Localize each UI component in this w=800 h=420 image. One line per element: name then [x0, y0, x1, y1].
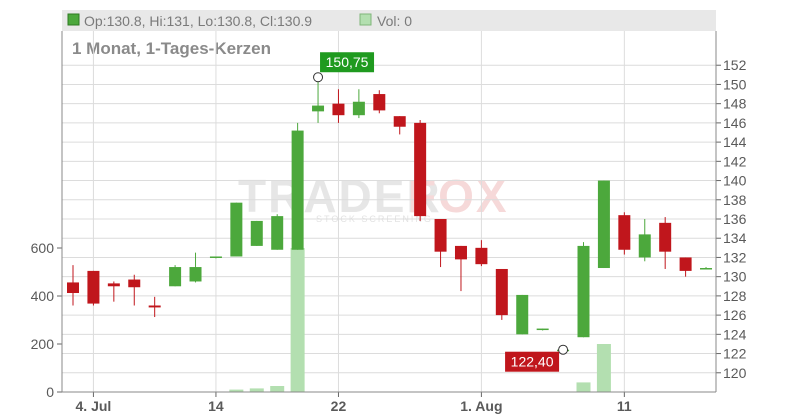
candles — [67, 77, 713, 352]
price-tick-label: 134 — [723, 230, 747, 246]
extreme-label-box — [320, 52, 375, 73]
candle-body — [148, 305, 161, 308]
candle-body — [536, 328, 549, 331]
price-tick-label: 130 — [723, 269, 747, 285]
ohlc-legend-swatch — [67, 13, 80, 26]
candle-body — [577, 245, 590, 338]
volume-bar — [270, 386, 285, 392]
candle-body — [189, 267, 202, 282]
time-tick-label: 22 — [331, 398, 347, 414]
candle-body — [230, 202, 243, 257]
candle-body — [169, 267, 182, 287]
axes: 1201221241261281301321341361381401421441… — [31, 31, 747, 414]
volume-tick-label: 0 — [46, 384, 54, 400]
price-tick-label: 150 — [723, 76, 747, 92]
price-tick-label: 144 — [723, 134, 747, 150]
price-tick-label: 120 — [723, 365, 747, 381]
grid — [62, 31, 716, 392]
candle-body — [87, 270, 100, 304]
candle-body — [679, 257, 692, 271]
volume-legend-swatch — [359, 13, 372, 26]
candle-body — [271, 216, 284, 250]
price-tick-label: 142 — [723, 153, 747, 169]
price-tick-label: 124 — [723, 326, 747, 342]
candle-body — [373, 94, 386, 111]
candle-body — [67, 282, 79, 294]
volume-bar — [229, 389, 244, 392]
volume-tick-label: 600 — [31, 240, 55, 256]
time-tick-label: 1. Aug — [460, 398, 502, 414]
candle-body — [291, 130, 304, 250]
volume-bar — [249, 388, 264, 392]
price-tick-label: 122 — [723, 346, 747, 362]
candle-body — [454, 245, 467, 260]
volume-legend-text: Vol: 0 — [377, 13, 412, 29]
volume-tick-label: 200 — [31, 336, 55, 352]
extreme-marker — [558, 344, 569, 355]
candle-body — [597, 180, 610, 269]
candle-body — [250, 220, 263, 246]
candle-body — [414, 122, 427, 217]
price-tick-label: 138 — [723, 192, 747, 208]
candle-body — [434, 219, 447, 252]
candle-body — [516, 294, 529, 335]
candle-body — [393, 116, 406, 127]
time-tick-label: 4. Jul — [76, 398, 112, 414]
chart-subtitle: 1 Monat, 1-Tages-Kerzen — [72, 39, 271, 58]
header-bar — [62, 10, 716, 31]
extreme-label-box — [505, 351, 560, 372]
volume-bars — [229, 248, 611, 392]
price-tick-label: 132 — [723, 249, 747, 265]
price-tick-label: 148 — [723, 96, 747, 112]
candle-body — [209, 256, 222, 258]
candle-body — [332, 103, 345, 116]
ohlc-legend-text: Op:130.8, Hi:131, Lo:130.8, Cl:130.9 — [84, 13, 312, 29]
candle-body — [659, 222, 672, 252]
extreme-label: 122,40 — [511, 354, 554, 370]
traderfox-watermark: TRADER FOX STOCK SCREENING — [238, 170, 507, 224]
candle-body — [352, 101, 365, 116]
candle-body — [618, 215, 631, 250]
annotations: 150,75 122,40 — [313, 52, 569, 372]
time-tick-label: 11 — [617, 398, 632, 414]
price-tick-label: 136 — [723, 211, 747, 227]
price-tick-label: 146 — [723, 115, 747, 131]
candle-body — [638, 234, 651, 258]
extreme-marker — [313, 72, 324, 83]
candle-body — [107, 283, 120, 287]
price-tick-label: 140 — [723, 173, 747, 189]
volume-bar — [576, 382, 591, 392]
candle-body — [700, 268, 713, 270]
candle-body — [312, 105, 325, 112]
candle-body — [128, 279, 141, 288]
volume-tick-label: 400 — [31, 288, 55, 304]
price-tick-label: 152 — [723, 57, 747, 73]
volume-bar — [290, 248, 305, 392]
price-tick-label: 126 — [723, 307, 747, 323]
candle-body — [495, 268, 508, 316]
volume-bar — [596, 344, 611, 392]
candle-body — [475, 247, 488, 265]
price-tick-label: 128 — [723, 288, 747, 304]
extreme-label: 150,75 — [326, 54, 369, 70]
time-tick-label: 14 — [208, 398, 224, 414]
